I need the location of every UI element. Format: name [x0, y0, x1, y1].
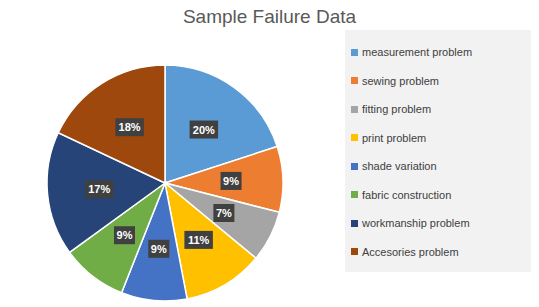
html-text:shade variation: shade variation [362, 160, 437, 173]
svg-text:9%: 9% [117, 229, 133, 241]
svg-text:20%: 20% [193, 124, 215, 136]
svg-text:17%: 17% [88, 183, 110, 195]
html-text:fabric construction: fabric construction [362, 188, 452, 201]
svg-text:11%: 11% [188, 234, 210, 246]
html-text:Sample Failure Data: Sample Failure Data [182, 6, 357, 27]
html-text:workmanship problem: workmanship problem [362, 217, 470, 230]
svg-text:9%: 9% [151, 243, 167, 255]
svg-text:18%: 18% [119, 121, 141, 133]
html-text:measurement problem: measurement problem [362, 46, 473, 59]
svg-text:9%: 9% [223, 175, 239, 187]
svg-text:7%: 7% [216, 207, 232, 219]
html-text:Accesories problem: Accesories problem [362, 245, 459, 258]
html-text:fitting problem: fitting problem [362, 103, 432, 116]
html-text:print problem: print problem [362, 131, 427, 144]
html-text:sewing problem: sewing problem [362, 74, 439, 87]
